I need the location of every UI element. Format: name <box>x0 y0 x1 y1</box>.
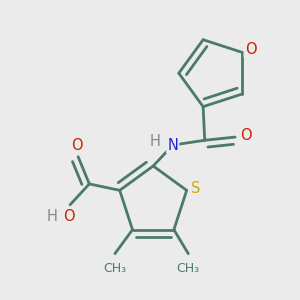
Text: O: O <box>63 209 74 224</box>
Text: CH₃: CH₃ <box>103 262 127 275</box>
Text: CH₃: CH₃ <box>177 262 200 275</box>
Text: N: N <box>167 138 178 153</box>
Text: H: H <box>47 209 58 224</box>
Text: O: O <box>245 42 256 57</box>
Text: O: O <box>71 138 82 153</box>
Text: O: O <box>241 128 252 143</box>
Text: S: S <box>191 181 200 196</box>
Text: H: H <box>150 134 160 149</box>
